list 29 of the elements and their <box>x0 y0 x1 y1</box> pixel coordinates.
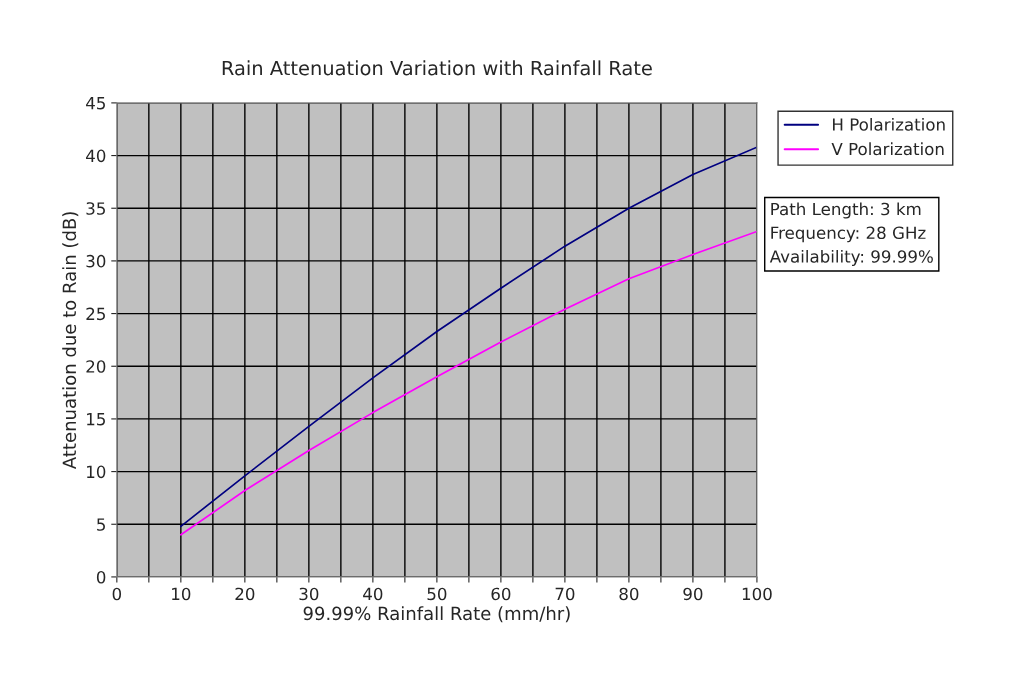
x-tick-label: 0 <box>112 587 122 601</box>
x-tick-label: 10 <box>172 587 191 601</box>
x-tick-label: 20 <box>235 587 255 601</box>
y-tick-label: 30 <box>86 254 106 268</box>
y-tick-label: 40 <box>86 149 106 163</box>
y-axis-title: Attenuation due to Rain (dB) <box>62 212 79 470</box>
x-tick-label: 50 <box>427 587 447 601</box>
x-tick-label: 80 <box>619 587 639 601</box>
x-tick-label: 100 <box>742 587 772 601</box>
y-tick-label: 0 <box>96 570 106 584</box>
y-tick-label: 45 <box>86 97 105 110</box>
legend-label: H Polarization <box>833 117 945 131</box>
legend-label: V Polarization <box>831 142 944 156</box>
chart-title: Rain Attenuation Variation with Rainfall Rate <box>222 60 652 76</box>
x-tick-label: 70 <box>555 587 575 601</box>
text: Path Length: 3 km Frequency: 28 GHz Availability: 99.99% <box>769 202 933 267</box>
x-axis-title: 99.99% Rainfall Rate (mm/hr) <box>303 606 570 623</box>
y-tick-label: 25 <box>86 307 105 321</box>
line-series <box>180 146 757 528</box>
y-tick-label: 20 <box>86 360 106 373</box>
y-tick-label: 5 <box>97 518 105 531</box>
x-tick-label: 40 <box>363 587 383 601</box>
line-series <box>180 230 757 536</box>
y-tick-label: 35 <box>86 202 105 215</box>
x-tick-label: 90 <box>683 587 703 601</box>
x-tick-label: 30 <box>299 587 319 601</box>
y-tick-label: 10 <box>87 465 106 479</box>
y-tick-label: 15 <box>87 413 105 426</box>
x-tick-label: 60 <box>491 587 511 601</box>
